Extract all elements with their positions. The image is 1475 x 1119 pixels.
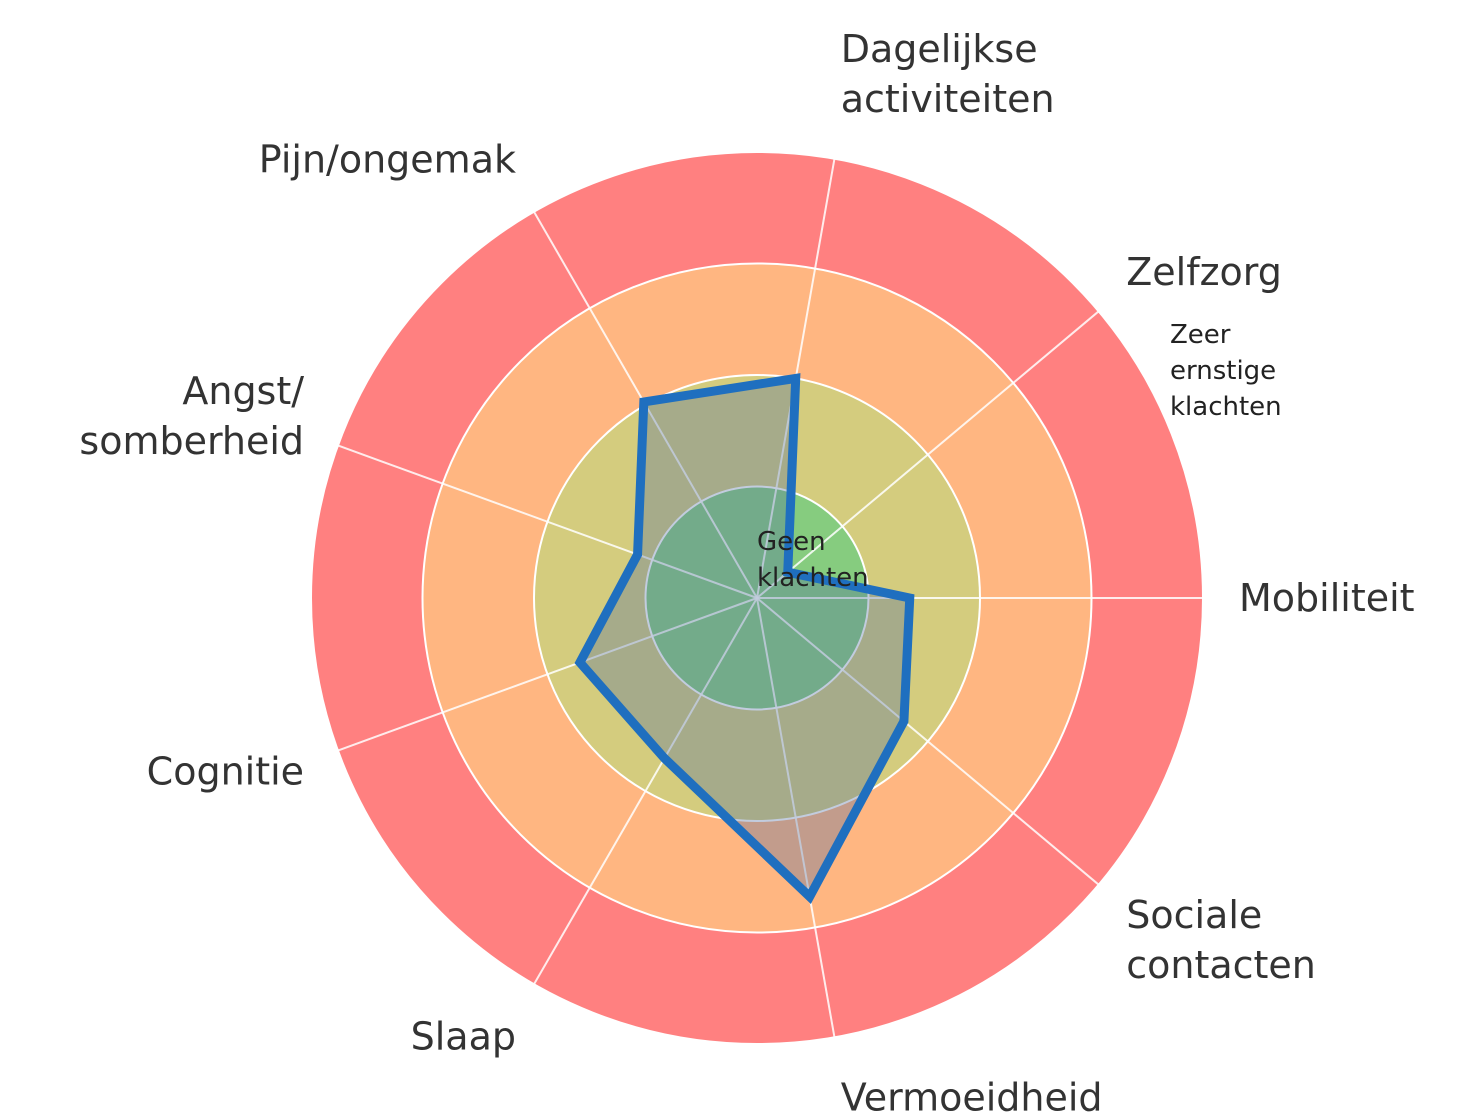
spoke xyxy=(337,597,758,752)
spoke xyxy=(533,597,758,985)
annotation: Zeer ernstige klachten xyxy=(1170,320,1282,422)
category-label: Cognitie xyxy=(146,749,305,794)
category-label: Dagelijkse activiteiten xyxy=(840,27,1055,122)
spoke xyxy=(756,597,1100,886)
category-label: Slaap xyxy=(410,1015,516,1060)
spoke xyxy=(756,310,1100,599)
category-label: Sociale contacten xyxy=(1126,892,1316,987)
series-area xyxy=(574,373,915,905)
category-label: Zelfzorg xyxy=(1126,250,1282,295)
category-label: Vermoeidheid xyxy=(840,1075,1103,1119)
category-label: Angst/ somberheid xyxy=(79,369,305,464)
category-label: Mobiliteit xyxy=(1239,576,1415,620)
annotation: Geen klachten xyxy=(757,527,869,593)
spoke xyxy=(337,444,758,599)
category-label: Pijn/ongemak xyxy=(258,136,516,181)
spoke xyxy=(756,597,836,1038)
